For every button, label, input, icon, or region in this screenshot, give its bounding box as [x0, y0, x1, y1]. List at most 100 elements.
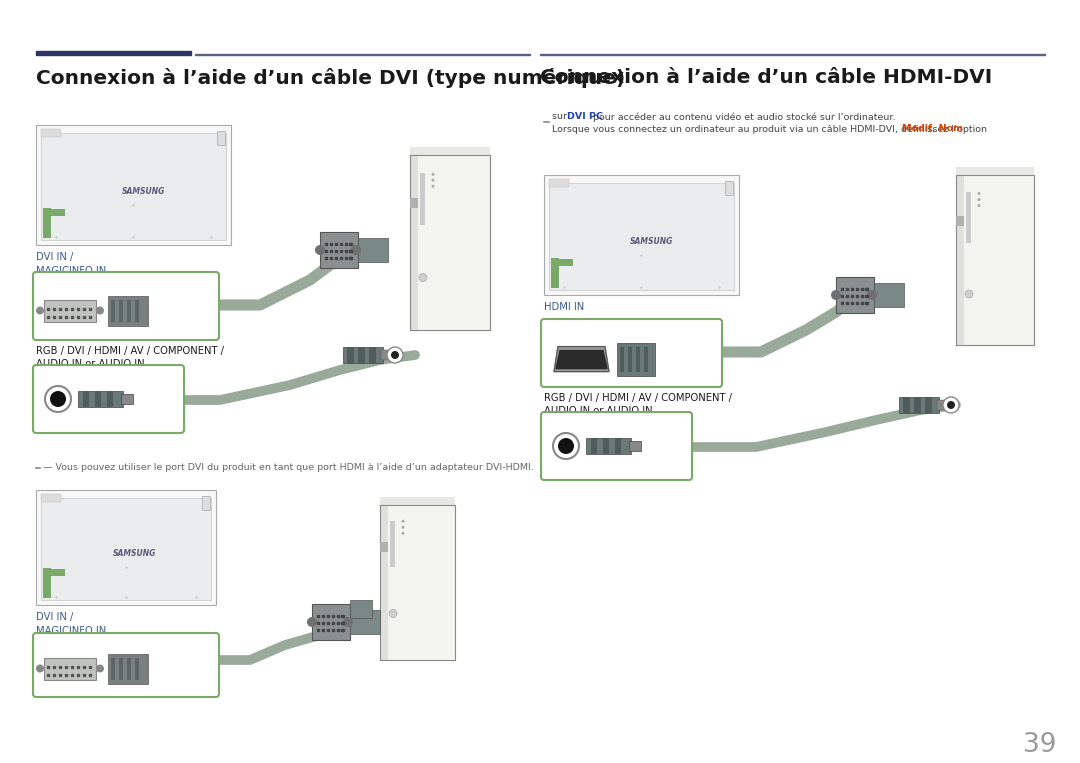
Text: RGB / DVI / HDMI / AV / COMPONENT /
AUDIO IN or AUDIO IN: RGB / DVI / HDMI / AV / COMPONENT / AUDI… — [36, 346, 224, 369]
Bar — [217, 131, 225, 145]
Circle shape — [977, 192, 981, 195]
Bar — [357, 238, 388, 262]
Text: 39: 39 — [1023, 732, 1056, 758]
Bar — [549, 179, 569, 187]
Bar — [551, 259, 573, 266]
Bar — [410, 198, 418, 208]
Bar — [312, 604, 350, 640]
Bar — [549, 182, 734, 290]
Circle shape — [343, 617, 353, 627]
Circle shape — [432, 179, 434, 182]
Polygon shape — [556, 351, 607, 369]
Bar — [586, 438, 631, 454]
FancyBboxPatch shape — [33, 272, 219, 340]
Bar — [591, 438, 597, 454]
Text: SAMSUNG: SAMSUNG — [113, 549, 157, 558]
Bar — [836, 277, 874, 313]
Circle shape — [977, 204, 981, 207]
Circle shape — [432, 185, 434, 188]
Bar — [119, 300, 123, 321]
Bar — [83, 391, 89, 407]
Bar — [108, 653, 148, 684]
Bar — [924, 397, 932, 413]
Circle shape — [966, 290, 973, 298]
Bar — [380, 505, 388, 660]
Bar — [725, 181, 733, 195]
Bar — [644, 346, 648, 372]
Circle shape — [96, 307, 104, 314]
Bar — [36, 490, 216, 605]
Bar — [551, 258, 559, 288]
Bar — [874, 283, 904, 307]
Bar — [629, 441, 642, 451]
Text: Connexion à l’aide d’un câble DVI (type numérique): Connexion à l’aide d’un câble DVI (type … — [36, 68, 625, 88]
Text: SAMSUNG: SAMSUNG — [122, 186, 165, 195]
Circle shape — [36, 307, 44, 314]
Circle shape — [389, 610, 397, 617]
Bar — [544, 175, 739, 295]
Bar — [95, 391, 102, 407]
FancyBboxPatch shape — [33, 365, 184, 433]
Circle shape — [432, 172, 434, 175]
Bar — [41, 497, 211, 600]
Text: DVI PC: DVI PC — [567, 112, 604, 121]
Bar — [41, 129, 60, 137]
Circle shape — [387, 347, 403, 363]
Bar — [380, 497, 455, 505]
Bar — [617, 343, 654, 375]
Polygon shape — [410, 155, 490, 330]
Bar — [135, 300, 139, 321]
Polygon shape — [554, 346, 609, 372]
Circle shape — [351, 245, 361, 255]
Bar — [195, 54, 530, 55]
Bar — [202, 496, 210, 510]
Bar — [956, 167, 1034, 175]
Text: sur: sur — [552, 112, 570, 121]
Bar — [381, 350, 391, 360]
Bar — [41, 494, 60, 502]
Circle shape — [977, 198, 981, 201]
Bar — [937, 400, 947, 410]
Bar — [636, 346, 640, 372]
Bar — [369, 347, 376, 363]
Polygon shape — [554, 346, 609, 372]
Bar — [119, 658, 123, 680]
Text: Modif. Nom: Modif. Nom — [903, 124, 963, 133]
Bar — [899, 397, 939, 413]
Circle shape — [36, 665, 44, 672]
Bar — [615, 438, 621, 454]
Bar — [41, 133, 226, 240]
Bar — [43, 208, 51, 238]
Bar — [620, 346, 624, 372]
Bar — [956, 216, 964, 226]
Bar — [603, 438, 609, 454]
Text: DVI IN /
MAGICINFO IN: DVI IN / MAGICINFO IN — [36, 612, 106, 636]
Bar — [43, 568, 51, 598]
Circle shape — [50, 391, 66, 407]
Bar — [350, 610, 380, 634]
Circle shape — [307, 617, 318, 627]
Bar — [966, 192, 971, 243]
Bar — [44, 300, 96, 321]
Bar — [121, 394, 133, 404]
Text: Lorsque vous connectez un ordinateur au produit via un câble HDMI-DVI, définisse: Lorsque vous connectez un ordinateur au … — [552, 124, 990, 134]
Bar — [36, 51, 191, 55]
Circle shape — [402, 520, 405, 523]
Polygon shape — [380, 505, 455, 660]
Circle shape — [867, 290, 877, 300]
Circle shape — [315, 245, 325, 255]
Text: SAMSUNG: SAMSUNG — [630, 237, 673, 246]
Text: — Vous pouvez utiliser le port DVI du produit en tant que port HDMI à l’aide d’u: — Vous pouvez utiliser le port DVI du pr… — [43, 463, 534, 472]
Text: Connexion à l’aide d’un câble HDMI-DVI: Connexion à l’aide d’un câble HDMI-DVI — [540, 68, 993, 87]
Bar — [350, 600, 372, 618]
Bar — [111, 300, 114, 321]
Bar — [903, 397, 910, 413]
Bar — [43, 209, 65, 216]
Circle shape — [553, 433, 579, 459]
Text: RGB / DVI / HDMI / AV / COMPONENT /
AUDIO IN or AUDIO IN: RGB / DVI / HDMI / AV / COMPONENT / AUDI… — [544, 393, 732, 416]
Circle shape — [419, 273, 427, 282]
Bar — [410, 155, 418, 330]
Bar — [347, 347, 354, 363]
Bar — [127, 300, 131, 321]
Bar — [135, 658, 139, 680]
